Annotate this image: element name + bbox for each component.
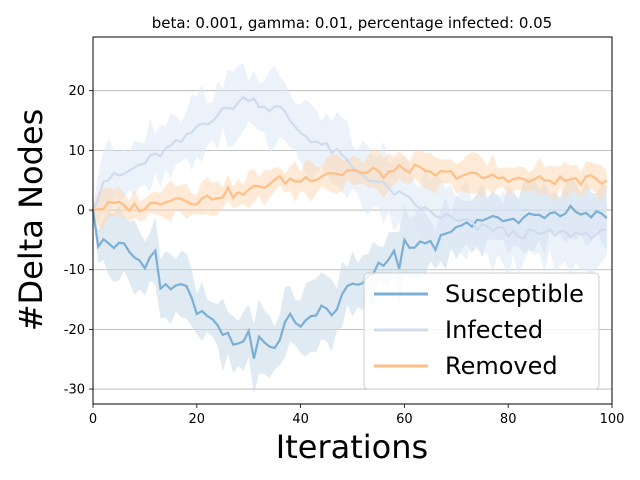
y-tick-label: -20	[64, 323, 85, 338]
legend-label-susceptible: Susceptible	[445, 280, 584, 308]
y-tick-label: -30	[64, 383, 85, 398]
x-tick-label: 40	[292, 412, 309, 427]
series-line-infected	[92, 95, 607, 241]
x-tick-label: 100	[600, 412, 625, 427]
y-tick-label: 10	[68, 144, 85, 159]
line-layer	[91, 95, 608, 359]
y-tick-label: 0	[77, 204, 85, 219]
tick-layer: -30 -20 -10 0 10 20 0 20 40 60 80 100	[64, 84, 625, 427]
plot-frame	[92, 36, 613, 405]
x-tick-label: 0	[89, 412, 97, 427]
legend-box	[363, 272, 600, 390]
x-tick-label: 60	[396, 412, 413, 427]
legend: Susceptible Infected Removed	[363, 272, 600, 390]
legend-label-infected: Infected	[445, 316, 543, 344]
series-line-removed	[92, 163, 608, 213]
x-tick-label: 80	[500, 412, 517, 427]
legend-label-removed: Removed	[445, 352, 558, 380]
y-tick-label: 20	[68, 84, 85, 99]
y-axis-label: #Delta Nodes	[12, 109, 50, 332]
band-removed	[93, 148, 607, 230]
x-tick-label: 20	[189, 412, 206, 427]
y-tick-label: -10	[64, 263, 85, 278]
chart-title: beta: 0.001, gamma: 0.01, percentage inf…	[152, 14, 552, 32]
x-axis-label: Iterations	[276, 428, 428, 466]
series-line-susceptible	[91, 204, 608, 359]
